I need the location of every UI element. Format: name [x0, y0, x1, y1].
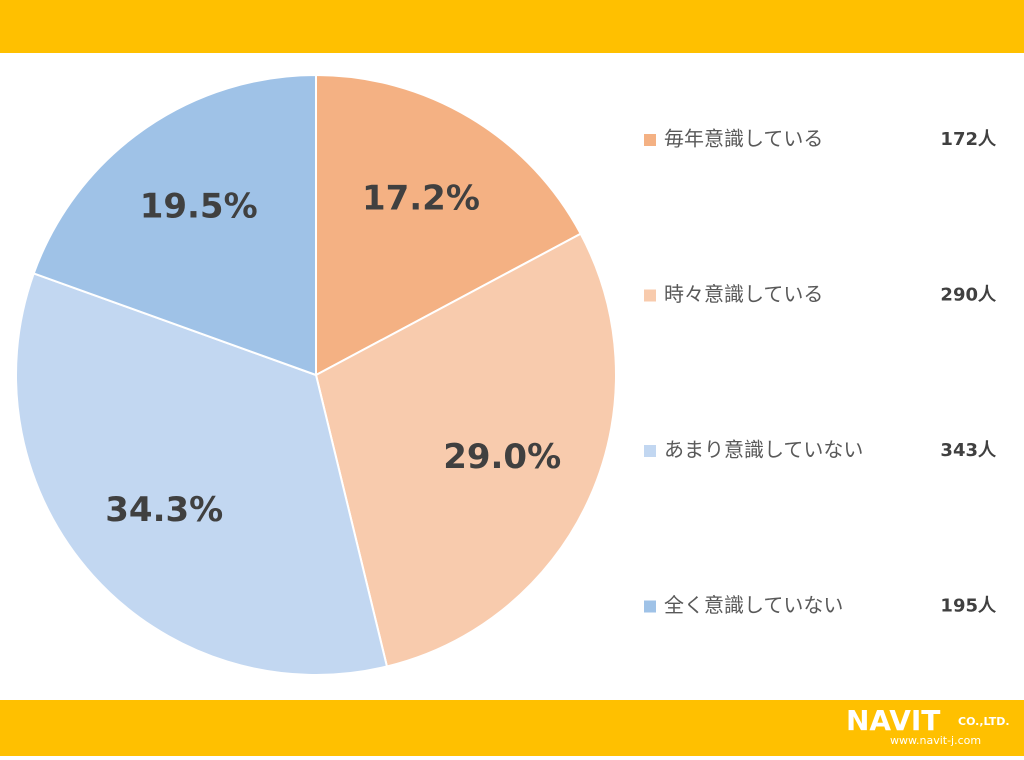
- legend-label: あまり意識していない: [664, 438, 863, 462]
- legend-swatch: [644, 445, 656, 457]
- logo-suffix: CO.,LTD.: [958, 715, 1010, 728]
- legend-swatch: [644, 134, 656, 146]
- legend-count: 290人: [940, 285, 997, 306]
- pie-slice: [32, 73, 317, 377]
- pie-slice: [314, 232, 617, 668]
- legend-swatch: [644, 600, 656, 613]
- legend-count: 172人: [940, 129, 997, 150]
- pie-slice: [15, 272, 389, 677]
- logo-name: NAVIT: [846, 704, 940, 737]
- top-band: [0, 0, 1024, 53]
- slice-label: 17.2%: [362, 179, 480, 219]
- legend-label: 時々意識している: [664, 282, 823, 306]
- slice-label: 19.5%: [140, 187, 258, 227]
- logo-url: www.navit-j.com: [890, 734, 981, 747]
- bottom-band: [0, 700, 1024, 756]
- pie-slice: [315, 73, 583, 377]
- slice-label: 29.0%: [443, 437, 561, 477]
- slice-label: 34.3%: [105, 490, 223, 530]
- legend-swatch: [644, 289, 656, 302]
- legend-count: 343人: [940, 440, 997, 461]
- legend-label: 毎年意識している: [664, 127, 823, 151]
- legend-label: 全く意識していない: [664, 593, 843, 617]
- logo: NAVIT CO.,LTD. www.navit-j.com: [846, 704, 1010, 747]
- legend-count: 195人: [940, 596, 997, 617]
